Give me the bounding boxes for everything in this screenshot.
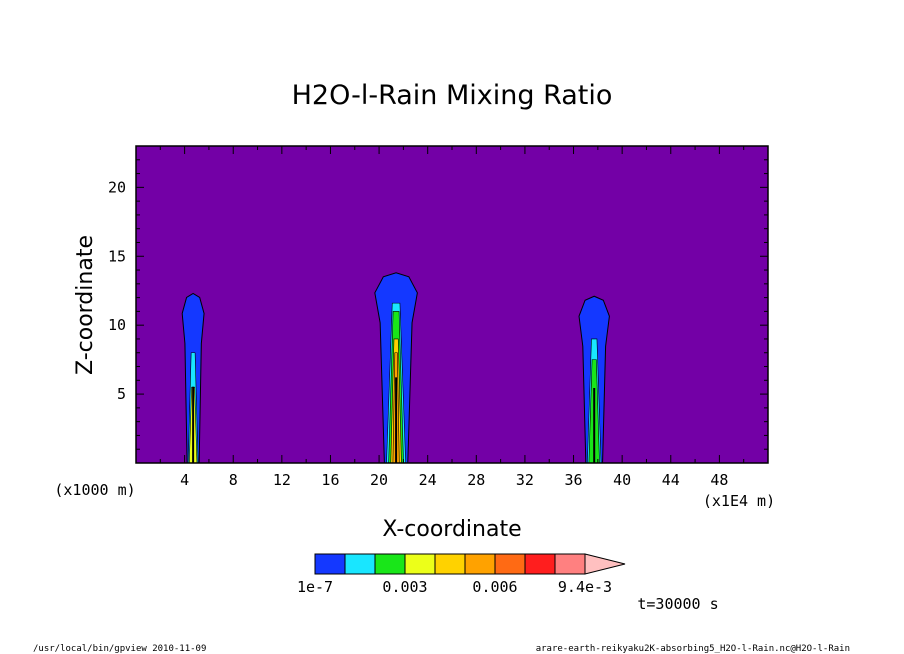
colorbar-swatch: [464, 553, 496, 575]
y-axis-ticks: 5 10 15 20: [108, 159, 768, 450]
colorbar-swatch: [374, 553, 406, 575]
x-axis-ticks: 4 8 12 16 20 24 28 32 36 40 44 48: [159, 146, 745, 489]
x-tick-label: 24: [419, 471, 437, 489]
plot-area: [136, 146, 768, 463]
x-tick-label: 20: [370, 471, 388, 489]
y-tick-label: 15: [108, 247, 126, 265]
chart-title: H2O-l-Rain Mixing Ratio: [292, 80, 613, 111]
x-tick-label: 28: [467, 471, 485, 489]
x-tick-label: 36: [565, 471, 583, 489]
x-tick-label: 32: [516, 471, 534, 489]
y-axis-label: Z-coordinate: [73, 235, 98, 375]
x-tick-label: 12: [273, 471, 291, 489]
x-tick-label: 40: [613, 471, 631, 489]
x-unit-right: (x1E4 m): [703, 492, 775, 510]
colorbar-swatch: [404, 553, 436, 575]
y-tick-label: 5: [117, 385, 126, 403]
colorbar-extension-arrow: [584, 553, 626, 575]
colorbar-swatch: [314, 553, 346, 575]
x-tick-label: 48: [710, 471, 728, 489]
y-tick-label: 20: [108, 178, 126, 196]
x-unit-left: (x1000 m): [54, 481, 135, 499]
footer-filename: arare-earth-reikyaku2K-absorbing5_H2O-l-…: [536, 644, 850, 654]
plume-layer: [181, 272, 610, 464]
colorbar: [314, 553, 626, 575]
colorbar-label: 0.006: [472, 578, 517, 596]
colorbar-swatch: [344, 553, 376, 575]
colorbar-labels: 1e-7 0.003 0.006 9.4e-3: [297, 578, 612, 596]
x-tick-label: 8: [229, 471, 238, 489]
colorbar-swatch: [434, 553, 466, 575]
x-tick-label: 44: [662, 471, 680, 489]
colorbar-swatch: [554, 553, 586, 575]
colorbar-label: 9.4e-3: [558, 578, 612, 596]
x-tick-label: 16: [321, 471, 339, 489]
colorbar-label: 0.003: [382, 578, 427, 596]
x-axis-label: X-coordinate: [382, 517, 521, 542]
time-label: t=30000 s: [637, 595, 718, 613]
y-tick-label: 10: [108, 316, 126, 334]
x-tick-label: 4: [180, 471, 189, 489]
footer-path: /usr/local/bin/gpview 2010-11-09: [33, 644, 206, 654]
colorbar-label: 1e-7: [297, 578, 333, 596]
colorbar-swatch: [524, 553, 556, 575]
colorbar-swatch: [494, 553, 526, 575]
